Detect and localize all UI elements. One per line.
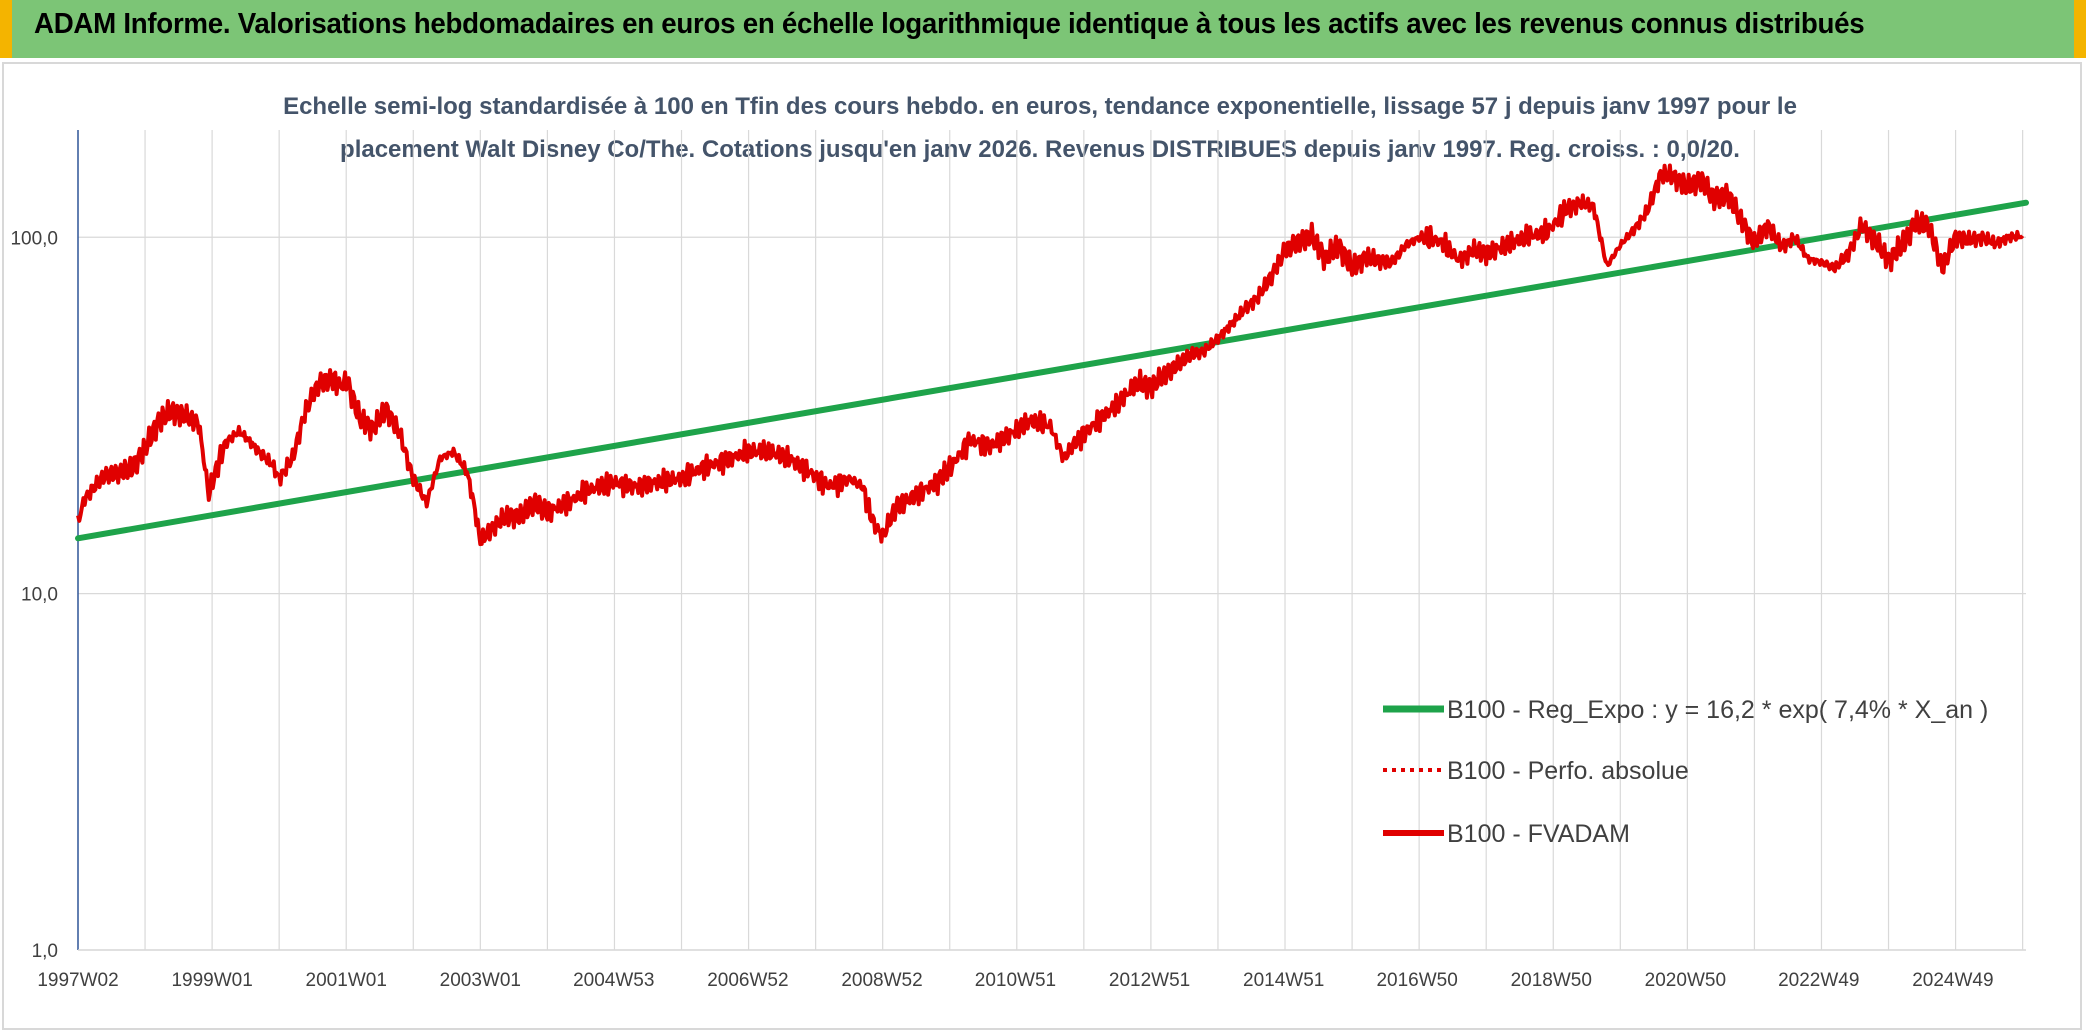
x-tick-label: 2006W52: [707, 970, 788, 991]
x-tick-label: 2008W52: [841, 970, 922, 991]
x-tick-label: 1999W01: [171, 970, 252, 991]
series-line-trend: [75, 199, 2029, 542]
report-header-banner: ADAM Informe. Valorisations hebdomadaire…: [0, 0, 2086, 58]
x-tick-label: 2012W51: [1109, 970, 1190, 991]
legend: B100 - Reg_Expo : y = 16,2 * exp( 7,4% *…: [1383, 696, 1988, 848]
x-tick-label: 2024W49: [1912, 970, 1993, 991]
x-tick-label: 2016W50: [1376, 970, 1457, 991]
x-tick-label: 2004W53: [573, 970, 654, 991]
legend-entry-perfo: B100 - Perfo. absolue: [1383, 757, 1689, 785]
chart-subtitle-line-1: Echelle semi-log standardisée à 100 en T…: [283, 93, 1797, 120]
y-tick-label: 1,0: [32, 941, 58, 962]
x-tick-label: 2018W50: [1511, 970, 1592, 991]
axes: 1,0 10,0 100,0 1997W02 1999W01 2001W01 2003W01…: [10, 130, 2026, 991]
report-title: ADAM Informe. Valorisations hebdomadaire…: [34, 8, 1865, 40]
x-tick-label: 2020W50: [1645, 970, 1726, 991]
legend-entry-fvadam: B100 - FVADAM: [1383, 820, 1630, 848]
y-tick-label: 10,0: [21, 585, 58, 606]
x-tick-label: 2010W51: [975, 970, 1056, 991]
legend-label-trend: B100 - Reg_Expo : y = 16,2 * exp( 7,4% *…: [1447, 696, 1988, 724]
x-tick-label: 2022W49: [1778, 970, 1859, 991]
legend-entry-trend: B100 - Reg_Expo : y = 16,2 * exp( 7,4% *…: [1383, 696, 1988, 724]
plot-area: [75, 163, 2029, 547]
legend-label-fvadam: B100 - FVADAM: [1447, 820, 1630, 848]
x-tick-label: 2014W51: [1243, 970, 1324, 991]
legend-label-perfo: B100 - Perfo. absolue: [1447, 757, 1689, 785]
x-tick-label: 1997W02: [37, 970, 118, 991]
y-tick-label: 100,0: [10, 228, 58, 249]
x-tick-label: 2003W01: [440, 970, 521, 991]
chart-subtitle-line-2: placement Walt Disney Co/The. Cotations …: [340, 136, 1740, 163]
series-line-fvadam: [76, 163, 2025, 547]
chart-frame: [2, 62, 2082, 1030]
x-tick-label: 2001W01: [306, 970, 387, 991]
